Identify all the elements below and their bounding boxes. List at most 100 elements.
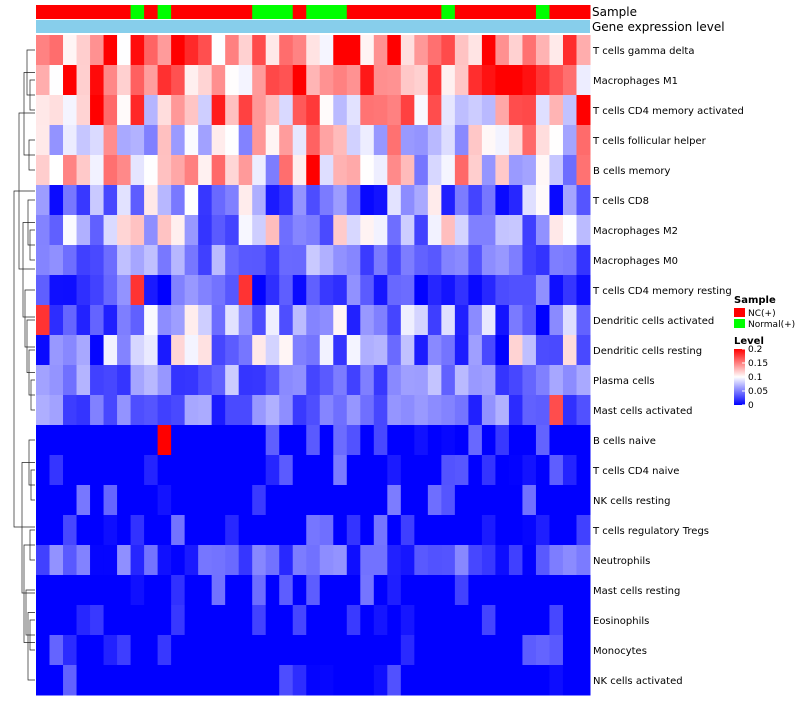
heatmap-cell — [414, 365, 429, 396]
heatmap-cell — [535, 215, 550, 246]
heatmap-cell — [144, 35, 159, 66]
heatmap-cell — [562, 125, 577, 156]
heatmap-cell — [346, 515, 361, 546]
row-label: Dendritic cells activated — [593, 316, 714, 327]
heatmap-cell — [454, 455, 469, 486]
heatmap-cell — [360, 395, 375, 426]
heatmap-cell — [387, 335, 402, 366]
heatmap-cell — [76, 545, 91, 576]
heatmap-cell — [333, 65, 348, 96]
heatmap-cell — [198, 185, 213, 216]
heatmap-cell — [49, 245, 64, 276]
heatmap-cell — [414, 245, 429, 276]
sample-annotation-cell — [144, 5, 159, 19]
heatmap-cell — [427, 35, 442, 66]
sample-annotation-cell — [576, 5, 591, 19]
heatmap-cell — [171, 335, 186, 366]
heatmap-cell — [333, 515, 348, 546]
heatmap-cell — [508, 425, 523, 456]
heatmap-cell — [346, 605, 361, 636]
sample-annotation-cell — [468, 5, 483, 19]
heatmap-cell — [522, 605, 537, 636]
sample-annotation-cell — [211, 5, 226, 19]
legend: Sample NC(+) Normal(+) Level 0.20.150.10… — [734, 295, 795, 411]
heatmap-cell — [225, 515, 240, 546]
heatmap-cell — [238, 125, 253, 156]
heatmap-cell — [36, 635, 51, 666]
heatmap-cell — [360, 545, 375, 576]
heatmap-cell — [346, 275, 361, 306]
heatmap-cell — [360, 155, 375, 186]
heatmap-cell — [103, 635, 118, 666]
heatmap-cell — [549, 215, 564, 246]
sample-annotation-cell — [171, 5, 186, 19]
heatmap-cell — [441, 215, 456, 246]
heatmap-cell — [576, 125, 591, 156]
heatmap-cell — [576, 335, 591, 366]
heatmap-cell — [562, 95, 577, 126]
heatmap-cell — [49, 665, 64, 696]
heatmap-cell — [360, 515, 375, 546]
heatmap-cell — [117, 665, 132, 696]
heatmap-cell — [400, 95, 415, 126]
heatmap-cell — [63, 575, 78, 606]
heatmap-cell — [468, 545, 483, 576]
heatmap-cell — [36, 515, 51, 546]
heatmap-cell — [265, 605, 280, 636]
heatmap-cell — [495, 515, 510, 546]
heatmap-cell — [306, 665, 321, 696]
heatmap-cell — [414, 215, 429, 246]
heatmap-cell — [49, 575, 64, 606]
heatmap-cell — [144, 125, 159, 156]
heatmap-cell — [225, 545, 240, 576]
track-label-sample: Sample — [592, 5, 637, 19]
heatmap-cell — [454, 125, 469, 156]
sample-annotation-cell — [265, 5, 280, 19]
heatmap-cell — [144, 605, 159, 636]
sample-annotation-cell — [117, 5, 132, 19]
heatmap-cell — [171, 485, 186, 516]
heatmap-cell — [90, 485, 105, 516]
heatmap-cell — [63, 515, 78, 546]
heatmap-cell — [211, 365, 226, 396]
heatmap-cell — [427, 275, 442, 306]
heatmap-cell — [495, 95, 510, 126]
heatmap-cell — [360, 305, 375, 336]
heatmap-cell — [549, 335, 564, 366]
heatmap-cell — [103, 485, 118, 516]
heatmap-cell — [414, 575, 429, 606]
heatmap-cell — [427, 485, 442, 516]
sample-annotation-cell — [130, 5, 145, 19]
heatmap-cell — [441, 95, 456, 126]
heatmap-cell — [184, 155, 199, 186]
heatmap-cell — [373, 275, 388, 306]
heatmap-cell — [333, 35, 348, 66]
heatmap-cell — [265, 95, 280, 126]
heatmap-cell — [211, 635, 226, 666]
heatmap-cell — [184, 425, 199, 456]
heatmap-cell — [184, 335, 199, 366]
heatmap-cell — [90, 155, 105, 186]
heatmap-cell — [252, 575, 267, 606]
heatmap-cell — [252, 605, 267, 636]
heatmap-cell — [373, 65, 388, 96]
heatmap-cell — [373, 35, 388, 66]
heatmap-cell — [495, 245, 510, 276]
heatmap-cell — [360, 95, 375, 126]
heatmap-cell — [130, 575, 145, 606]
sample-annotation-cell — [535, 5, 550, 19]
heatmap-cell — [225, 95, 240, 126]
heatmap-cell — [225, 575, 240, 606]
heatmap-cell — [76, 275, 91, 306]
heatmap-cell — [319, 95, 334, 126]
heatmap-cell — [562, 65, 577, 96]
heatmap-cell — [144, 575, 159, 606]
heatmap-cell — [522, 545, 537, 576]
heatmap-cell — [535, 335, 550, 366]
heatmap-cell — [144, 95, 159, 126]
heatmap-cell — [306, 335, 321, 366]
heatmap-cell — [157, 665, 172, 696]
gene-expression-annotation-bar — [36, 20, 590, 33]
heatmap-cell — [495, 635, 510, 666]
row-label: T cells follicular helper — [592, 136, 707, 147]
